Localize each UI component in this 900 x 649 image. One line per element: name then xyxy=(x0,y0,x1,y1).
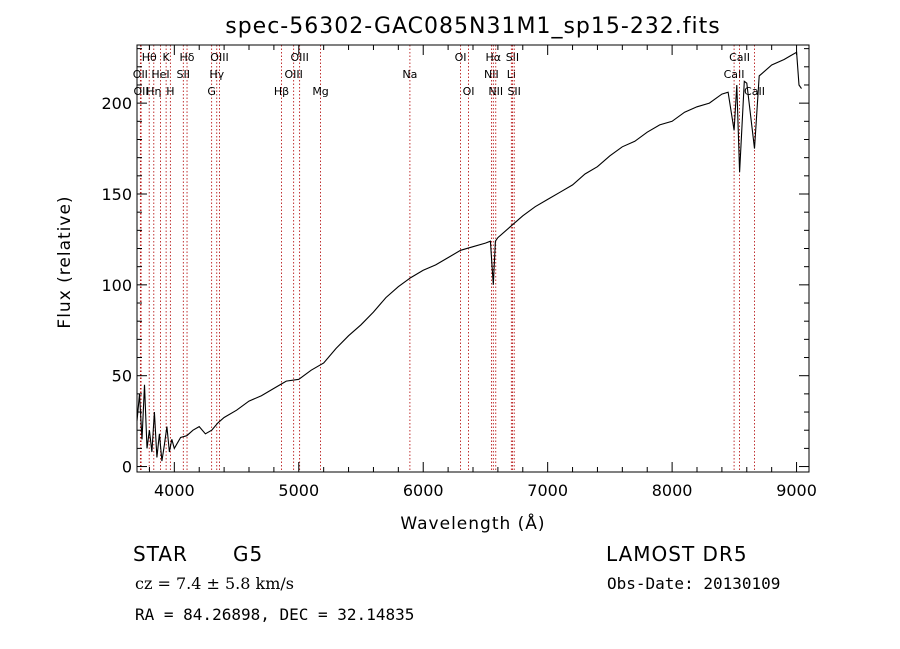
marker-label: OI xyxy=(463,85,475,98)
marker-label: OII xyxy=(133,68,148,81)
observation-date: Obs-Date: 20130109 xyxy=(607,574,781,593)
x-axis-label: Wavelength (Å) xyxy=(400,512,545,534)
marker-label: Mg xyxy=(312,85,328,98)
spectrum-line xyxy=(136,51,802,462)
marker-label: CaII xyxy=(729,51,750,64)
marker-label: CaII xyxy=(724,68,745,81)
marker-label: Hγ xyxy=(209,68,224,81)
x-tick-label: 5000 xyxy=(278,481,319,500)
line-markers: OIIOIIHθHηHeIKHSIIHδGHγOIIIHβOIIIOIIIMgN… xyxy=(133,45,765,472)
survey-name: LAMOST DR5 xyxy=(606,542,748,566)
x-tick-label: 4000 xyxy=(154,481,195,500)
marker-label: Hα xyxy=(486,51,502,64)
y-tick-label: 0 xyxy=(122,458,132,477)
plot-frame xyxy=(136,44,810,473)
x-tick-label: 6000 xyxy=(403,481,444,500)
marker-label: HeI xyxy=(151,68,169,81)
marker-label: SII xyxy=(507,85,520,98)
marker-label: CaII xyxy=(744,85,765,98)
x-tick-label: 8000 xyxy=(652,481,693,500)
y-tick-label: 50 xyxy=(112,367,132,386)
spectral-subclass: G5 xyxy=(233,542,264,566)
y-tick-label: 100 xyxy=(101,276,132,295)
y-axis-label: Flux (relative) xyxy=(55,195,75,328)
marker-label: Hδ xyxy=(180,51,195,64)
marker-label: OIII xyxy=(210,51,228,64)
redshift-velocity: cz = 7.4 ± 5.8 km/s xyxy=(135,574,294,593)
y-tick-label: 200 xyxy=(101,94,132,113)
y-axis: 0 50 100 150 200 xyxy=(101,48,809,477)
marker-label: NII xyxy=(484,68,499,81)
marker-label: NII xyxy=(488,85,503,98)
marker-label: Li xyxy=(507,68,516,81)
coordinates: RA = 84.26898, DEC = 32.14835 xyxy=(135,605,415,624)
chart-title: spec-56302-GAC085N31M1_sp15-232.fits xyxy=(225,14,721,39)
x-tick-label: 9000 xyxy=(776,481,817,500)
marker-label: SII xyxy=(177,68,190,81)
marker-label: OIII xyxy=(284,68,302,81)
x-axis: 4000 5000 6000 7000 8000 9000 xyxy=(148,45,817,500)
marker-label: Hη xyxy=(146,85,161,98)
marker-label: Hθ xyxy=(142,51,157,64)
marker-label: SII xyxy=(506,51,519,64)
marker-label: OI xyxy=(455,51,467,64)
marker-label: H xyxy=(166,85,174,98)
marker-label: OIII xyxy=(290,51,308,64)
object-type: STAR xyxy=(133,542,188,566)
marker-label: Na xyxy=(402,68,417,81)
marker-label: Hβ xyxy=(274,85,289,98)
x-tick-label: 7000 xyxy=(527,481,568,500)
marker-label: K xyxy=(163,51,171,64)
y-tick-label: 150 xyxy=(101,185,132,204)
marker-label: G xyxy=(207,85,216,98)
